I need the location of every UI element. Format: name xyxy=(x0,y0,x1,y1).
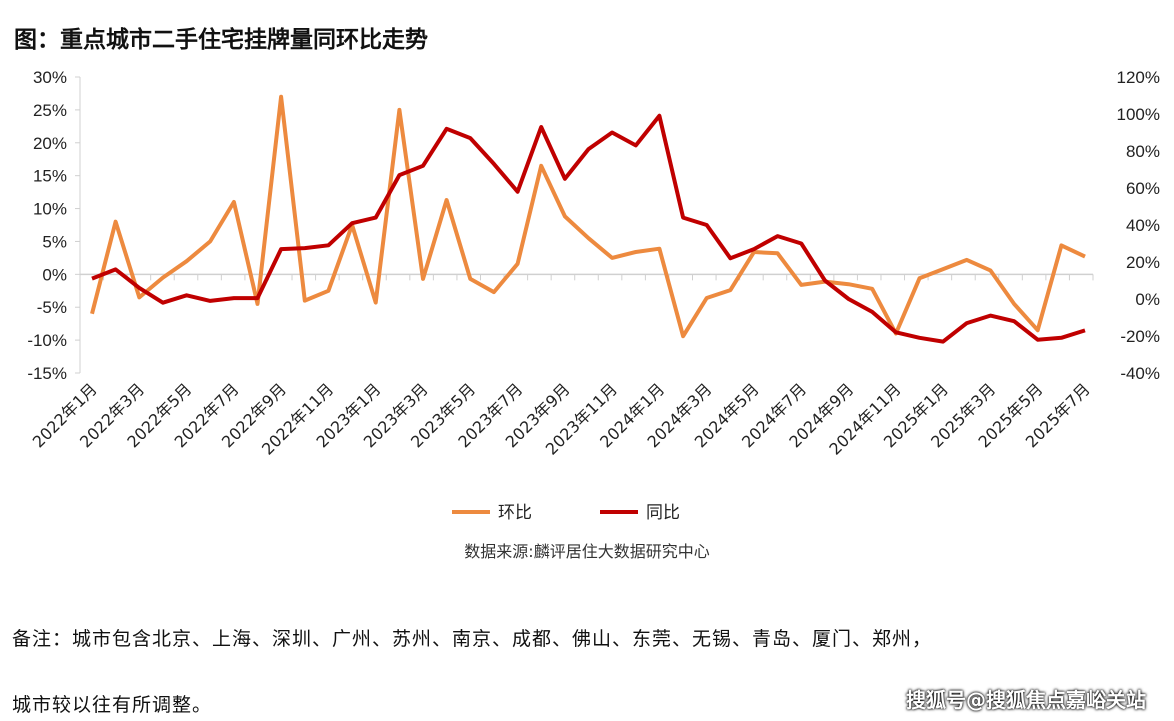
left-tick-label: 30% xyxy=(33,68,67,87)
left-tick-label: -10% xyxy=(27,331,67,350)
right-tick-label: 120% xyxy=(1117,68,1160,87)
left-tick-label: -15% xyxy=(27,364,67,383)
legend-label: 同比 xyxy=(646,503,680,523)
right-tick-label: 40% xyxy=(1126,216,1160,235)
chart: 30% 25% 20% 15% 10% 5% 0% -5% -10% -15% 120% 100% 80… xyxy=(27,68,1160,523)
left-tick-label: 20% xyxy=(33,134,67,153)
chart-title: 图：重点城市二手住宅挂牌量同环比走势 xyxy=(14,27,428,53)
legend-label: 环比 xyxy=(498,503,532,523)
series-line-mom xyxy=(90,94,1086,339)
left-tick-label: 5% xyxy=(42,232,67,251)
right-tick-label: 20% xyxy=(1126,253,1160,272)
right-tick-label: 0% xyxy=(1135,290,1160,309)
right-tick-label: 80% xyxy=(1126,142,1160,161)
watermark: 搜狐号@搜狐焦点嘉峪关站 xyxy=(906,688,1146,712)
left-tick-label: 0% xyxy=(42,265,67,284)
left-tick-label: 15% xyxy=(33,167,67,186)
left-tick-label: 25% xyxy=(33,101,67,120)
left-tick-label: 10% xyxy=(33,200,67,219)
series-line-yoy xyxy=(91,113,1086,344)
right-tick-label: -20% xyxy=(1120,327,1160,346)
right-tick-label: -40% xyxy=(1120,364,1160,383)
right-tick-label: 60% xyxy=(1126,179,1160,198)
note-line-2: 城市较以往有所调整。 xyxy=(12,694,213,716)
left-tick-label: -5% xyxy=(37,298,67,317)
right-tick-label: 100% xyxy=(1117,105,1160,124)
note-line-1: 备注：城市包含北京、上海、深圳、广州、苏州、南京、成都、佛山、东莞、无锡、青岛、… xyxy=(12,628,933,650)
data-source: 数据来源:麟评居住大数据研究中心 xyxy=(464,542,710,561)
